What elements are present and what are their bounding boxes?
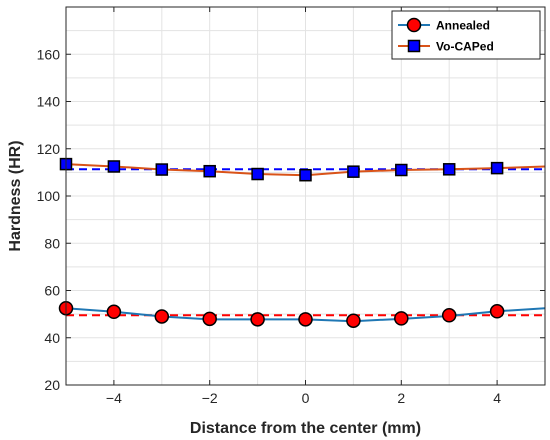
legend-marker — [407, 39, 421, 53]
data-point — [490, 161, 504, 175]
data-point — [203, 164, 216, 178]
y-tick-label: 100 — [37, 188, 61, 204]
y-tick-label: 160 — [37, 46, 61, 62]
y-tick-label: 80 — [44, 235, 60, 251]
data-point — [251, 167, 264, 181]
data-point — [107, 160, 121, 173]
x-tick-label: 0 — [302, 390, 310, 406]
data-point — [346, 313, 361, 328]
y-tick-label: 20 — [44, 377, 60, 393]
y-tick-label: 120 — [37, 141, 61, 157]
x-tick-label: −4 — [106, 390, 122, 406]
data-point — [489, 304, 505, 319]
data-point — [299, 168, 312, 182]
x-tick-label: 4 — [493, 390, 501, 406]
x-tick-label: −2 — [202, 390, 218, 406]
y-tick-label: 40 — [44, 330, 60, 346]
legend-marker — [406, 17, 422, 33]
data-point — [154, 309, 170, 324]
data-point — [395, 163, 408, 177]
legend-label: Vo-CAPed — [436, 40, 494, 54]
legend: Annealed Vo-CAPed — [391, 10, 541, 60]
data-point — [394, 311, 409, 326]
data-point — [347, 165, 360, 178]
x-tick-label: 2 — [397, 390, 405, 406]
data-point — [202, 311, 217, 327]
y-axis-label: Hardness (HR) — [7, 140, 24, 251]
axis-ticks: −4 −2 0 2 4 20 40 60 80 100 120 140 160 — [37, 7, 545, 406]
data-point — [298, 312, 313, 327]
data-point — [442, 163, 456, 176]
y-tick-label: 140 — [37, 94, 61, 110]
legend-label: Annealed — [436, 19, 490, 33]
data-point — [155, 163, 169, 176]
data-point — [250, 312, 265, 327]
data-point — [441, 308, 457, 323]
x-axis-label: Distance from the center (mm) — [190, 420, 421, 437]
y-tick-label: 60 — [44, 283, 60, 299]
data-point — [106, 304, 122, 320]
